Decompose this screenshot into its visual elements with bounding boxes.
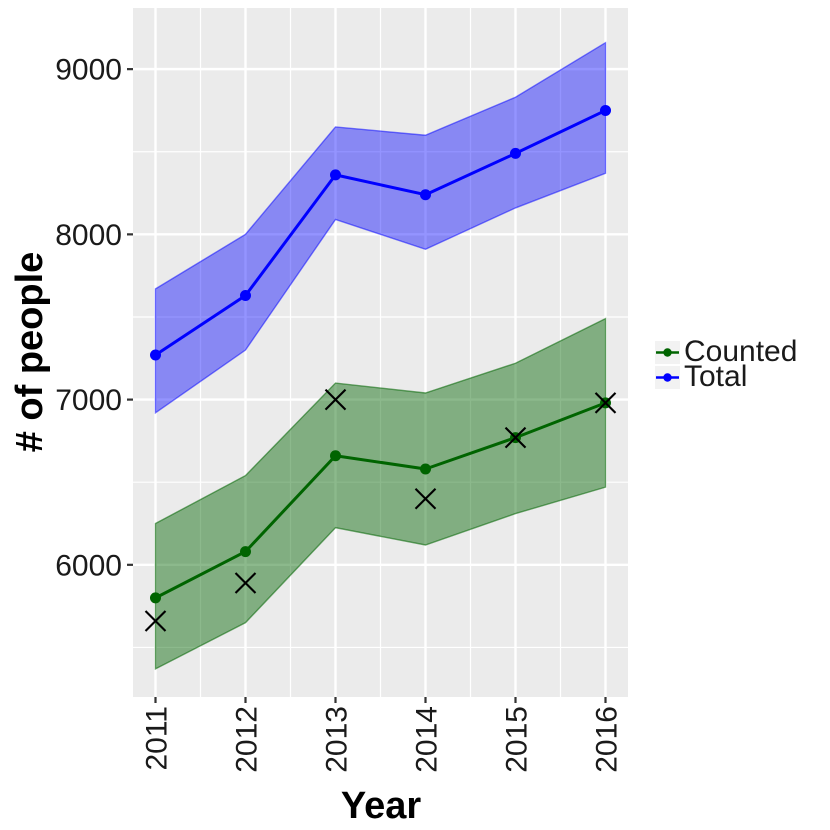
point-total (240, 289, 251, 301)
point-counted (150, 592, 161, 604)
point-total (330, 169, 341, 181)
legend-entry-total: Total (655, 360, 797, 393)
legend-entry-counted: Counted (655, 335, 798, 368)
ribbon-total (154, 41, 607, 415)
y-axis-title: # of people (9, 251, 51, 453)
x-marker (324, 388, 347, 411)
x-marker (594, 392, 617, 414)
x-marker (144, 610, 167, 632)
y-tick-label: 7000 (55, 384, 122, 417)
point-total (510, 147, 521, 159)
point-counted (240, 546, 251, 558)
legend-key-counted-icon (655, 340, 680, 364)
x-tick-label: 2011 (141, 706, 174, 771)
line-total (154, 109, 607, 357)
x-tick-label: 2012 (231, 706, 264, 773)
legend: Counted Total (655, 335, 798, 393)
x-axis-title: Year (340, 785, 422, 827)
x-tick-label: 2013 (321, 706, 354, 773)
x-tick-label: 2014 (411, 706, 444, 773)
x-marker (234, 572, 257, 594)
y-tick-label: 9000 (55, 54, 122, 87)
point-total (420, 189, 431, 201)
ribbon-counted (154, 317, 607, 671)
x-marker (414, 487, 437, 510)
point-total (600, 104, 611, 116)
y-tick-label: 6000 (55, 549, 122, 582)
x-marker (504, 426, 527, 449)
legend-key-total-icon (655, 365, 680, 389)
point-counted (330, 450, 341, 462)
point-counted (420, 463, 431, 475)
point-total (150, 349, 161, 361)
x-tick-label: 2016 (591, 706, 624, 773)
legend-label-total: Total (684, 360, 748, 393)
x-tick-label: 2015 (501, 706, 534, 773)
line-counted (154, 401, 607, 600)
y-tick-label: 8000 (55, 219, 122, 252)
legend-label-counted: Counted (684, 335, 798, 368)
